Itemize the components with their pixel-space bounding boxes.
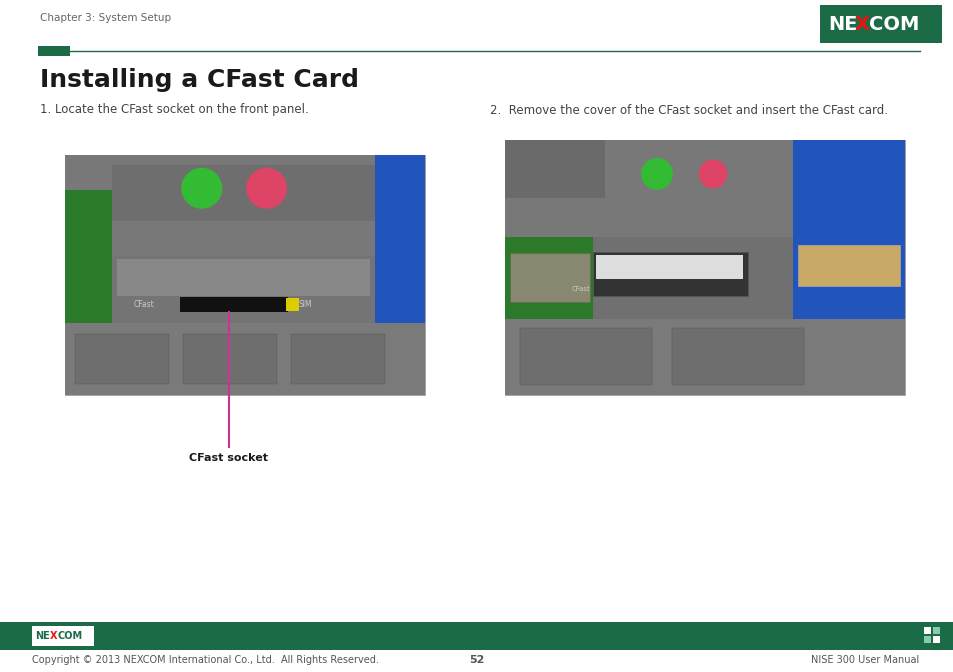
Text: X: X xyxy=(854,15,869,34)
Text: COM: COM xyxy=(58,631,83,641)
Bar xyxy=(0,622,953,650)
Bar xyxy=(504,319,904,395)
Text: NISE 300 User Manual: NISE 300 User Manual xyxy=(810,655,918,665)
Bar xyxy=(32,626,94,646)
Bar xyxy=(797,245,899,286)
Bar xyxy=(65,256,424,323)
Bar xyxy=(519,328,651,385)
Text: NE: NE xyxy=(827,15,857,34)
Bar xyxy=(504,140,904,237)
Text: CFast socket: CFast socket xyxy=(189,453,268,463)
Text: 2.  Remove the cover of the CFast socket and insert the CFast card.: 2. Remove the cover of the CFast socket … xyxy=(490,103,887,116)
Bar xyxy=(291,334,384,384)
Bar xyxy=(792,140,904,237)
Bar xyxy=(671,328,803,385)
Circle shape xyxy=(699,160,726,187)
Bar xyxy=(65,323,424,395)
Bar xyxy=(65,155,424,256)
Text: NE: NE xyxy=(35,631,50,641)
Text: 52: 52 xyxy=(469,655,484,665)
Bar xyxy=(375,155,424,256)
Bar xyxy=(38,46,70,56)
Bar xyxy=(923,627,930,634)
Text: 1. Locate the CFast socket on the front panel.: 1. Locate the CFast socket on the front … xyxy=(40,103,309,116)
Circle shape xyxy=(641,159,672,189)
Text: SIM: SIM xyxy=(298,300,313,309)
Bar xyxy=(504,140,604,198)
Bar xyxy=(923,636,930,643)
Bar xyxy=(65,155,424,395)
Circle shape xyxy=(182,169,221,208)
Bar xyxy=(820,5,941,43)
Bar xyxy=(116,259,369,296)
Bar xyxy=(504,140,904,395)
Bar xyxy=(792,237,904,319)
Bar xyxy=(593,251,747,296)
Bar xyxy=(286,298,299,311)
Text: Installing a CFast Card: Installing a CFast Card xyxy=(40,68,358,92)
Text: X: X xyxy=(50,631,57,641)
Text: Chapter 3: System Setup: Chapter 3: System Setup xyxy=(40,13,171,23)
Bar xyxy=(65,190,112,256)
Bar xyxy=(375,256,424,323)
Bar xyxy=(504,237,904,319)
Text: COM: COM xyxy=(868,15,919,34)
Text: CFast: CFast xyxy=(571,286,590,292)
Bar xyxy=(75,334,169,384)
Bar xyxy=(504,237,593,319)
Bar xyxy=(65,256,112,323)
Text: CFast: CFast xyxy=(133,300,154,309)
Circle shape xyxy=(247,169,286,208)
Bar xyxy=(510,253,589,302)
Bar xyxy=(112,165,375,220)
Bar xyxy=(183,334,276,384)
Bar xyxy=(180,298,288,312)
Bar xyxy=(596,255,742,280)
Bar xyxy=(932,627,939,634)
Bar xyxy=(932,636,939,643)
Text: Copyright © 2013 NEXCOM International Co., Ltd.  All Rights Reserved.: Copyright © 2013 NEXCOM International Co… xyxy=(32,655,378,665)
